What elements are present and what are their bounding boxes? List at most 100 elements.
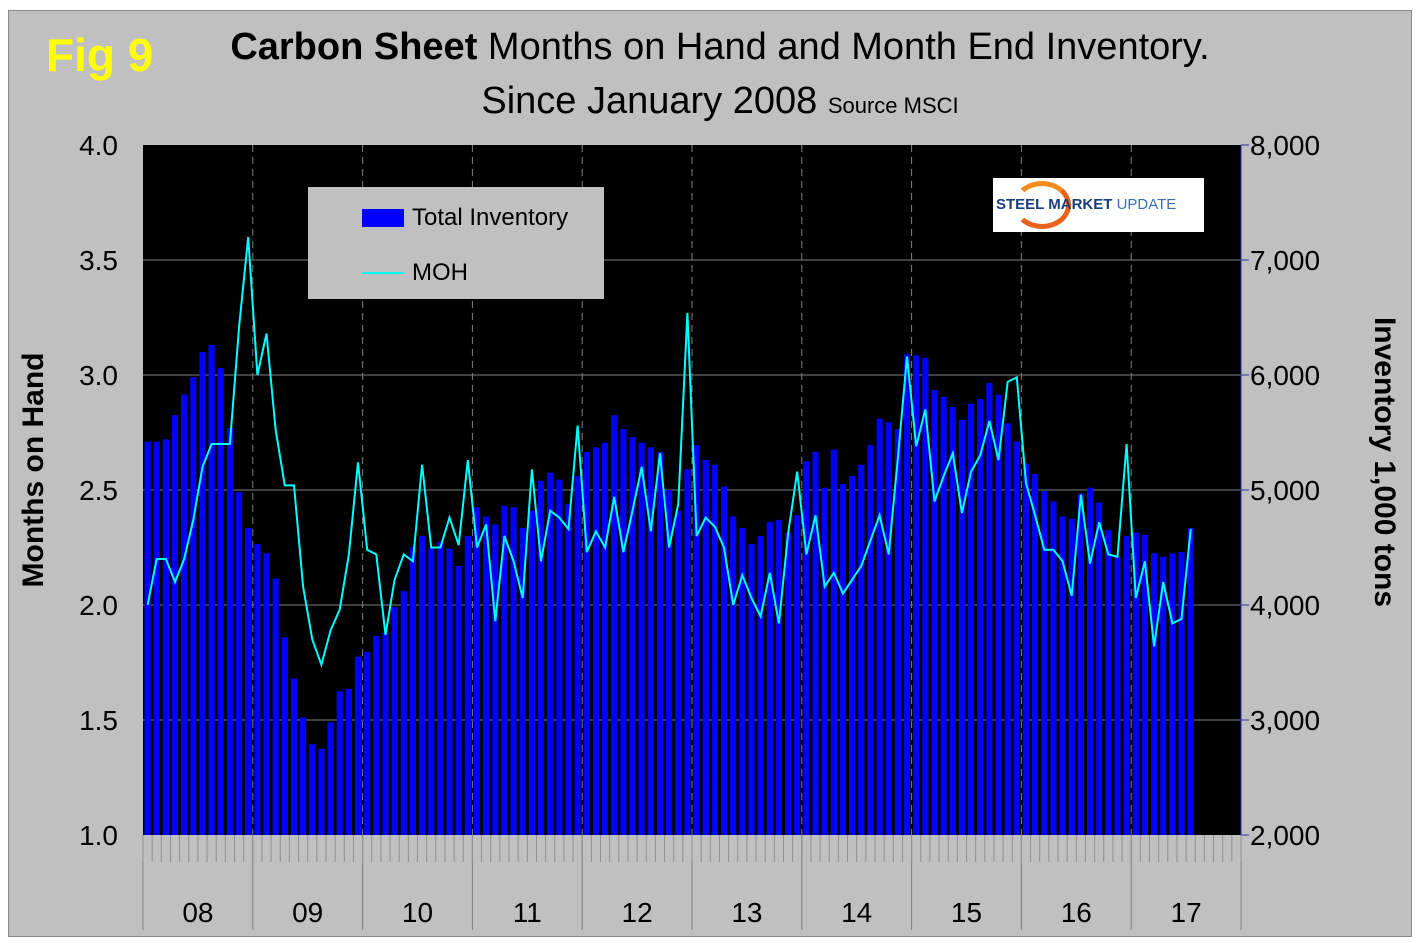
year-label: 12: [622, 897, 653, 928]
inventory-bar: [931, 389, 938, 835]
inventory-bar: [1013, 441, 1020, 835]
inventory-bar: [684, 469, 691, 835]
inventory-bar: [913, 355, 920, 835]
inventory-bar: [885, 422, 892, 835]
inventory-bar: [437, 541, 444, 835]
inventory-bar: [1041, 491, 1048, 835]
inventory-bar: [675, 510, 682, 835]
left-tick-label: 3.0: [79, 360, 118, 391]
inventory-bar: [483, 516, 490, 835]
inventory-bar: [977, 399, 984, 835]
inventory-bar: [217, 368, 224, 835]
legend-item-moh: MOH: [362, 259, 468, 287]
inventory-bar: [775, 519, 782, 835]
inventory-bar: [1141, 534, 1148, 835]
inventory-bar: [629, 437, 636, 835]
inventory-bar: [583, 452, 590, 835]
month-ticks: [142, 835, 1242, 862]
inventory-bar: [1077, 493, 1084, 835]
year-label: 10: [402, 897, 433, 928]
inventory-bar: [446, 548, 453, 835]
inventory-bar: [318, 748, 325, 835]
inventory-bar: [345, 688, 352, 835]
inventory-bar: [876, 418, 883, 835]
inventory-bar: [382, 632, 389, 835]
inventory-bar: [1004, 423, 1011, 835]
inventory-bar: [144, 441, 151, 835]
inventory-bar: [1151, 553, 1158, 835]
left-tick-label: 2.0: [79, 590, 118, 621]
right-axis-title: Inventory 1,000 tons: [1368, 317, 1401, 607]
inventory-bar: [419, 536, 426, 835]
inventory-bar: [821, 487, 828, 835]
inventory-bar: [528, 510, 535, 835]
inventory-bar: [730, 516, 737, 835]
year-label: 08: [182, 897, 213, 928]
inventory-bar: [373, 636, 380, 835]
inventory-bar: [1132, 532, 1139, 835]
logo-text-light: UPDATE: [1116, 196, 1177, 213]
inventory-bar: [153, 441, 160, 835]
source-note: Source MSCI: [827, 93, 959, 118]
inventory-bar: [638, 442, 645, 835]
inventory-bar: [492, 524, 499, 835]
right-tick-label: 8,000: [1250, 130, 1320, 161]
chart-subtitle: Since January 2008 Source MSCI: [0, 80, 1420, 123]
inventory-bar: [794, 515, 801, 835]
inventory-bar: [455, 565, 462, 835]
inventory-bar: [647, 447, 654, 835]
left-tick-label: 4.0: [79, 130, 118, 161]
inventory-bar: [1032, 473, 1039, 835]
inventory-bars: [144, 345, 1194, 835]
inventory-bar: [922, 357, 929, 835]
left-tick-label: 1.0: [79, 820, 118, 851]
inventory-bar: [236, 492, 243, 835]
inventory-bar: [501, 506, 508, 835]
inventory-bar: [272, 578, 279, 835]
inventory-bar: [739, 527, 746, 835]
inventory-bar: [565, 503, 572, 835]
inventory-bar: [620, 429, 627, 835]
inventory-bar: [537, 480, 545, 835]
year-label: 13: [731, 897, 762, 928]
inventory-bar: [903, 354, 911, 835]
inventory-bar: [556, 479, 563, 835]
legend-item-inventory: Total Inventory: [362, 204, 568, 232]
inventory-bar: [986, 383, 993, 835]
inventory-bar: [519, 527, 526, 835]
inventory-bar: [894, 429, 901, 835]
inventory-bar: [592, 447, 599, 835]
inventory-bar: [309, 744, 316, 835]
inventory-bar: [867, 445, 874, 835]
logo-text-bold: STEEL MARKET: [996, 196, 1117, 213]
inventory-bar: [995, 394, 1002, 835]
inventory-bar: [1022, 463, 1030, 835]
inventory-bar: [785, 532, 792, 835]
left-axis-title: Months on Hand: [17, 353, 50, 588]
inventory-bar: [1160, 556, 1167, 835]
inventory-bar: [1050, 501, 1057, 835]
inventory-bar: [849, 476, 856, 835]
inventory-bar: [702, 460, 709, 835]
inventory-bar: [1178, 552, 1185, 835]
inventory-bar: [574, 476, 581, 835]
inventory-bar: [281, 637, 288, 835]
inventory-bar: [968, 403, 975, 835]
inventory-bar: [1105, 530, 1112, 835]
inventory-bar: [300, 717, 307, 835]
inventory-bar: [254, 544, 261, 835]
inventory-bar: [1096, 502, 1103, 835]
year-label: 17: [1171, 897, 1202, 928]
inventory-bar: [199, 352, 206, 835]
inventory-bar: [547, 472, 554, 835]
inventory-bar: [226, 427, 233, 835]
inventory-bar: [1169, 553, 1176, 835]
inventory-bar: [858, 464, 865, 835]
left-axis-ticks: 1.0 1.5 2.0 2.5 3.0 3.5 4.0: [79, 130, 118, 851]
figure-label: Fig 9: [46, 29, 154, 81]
year-label: 11: [513, 897, 542, 928]
inventory-bar: [803, 461, 810, 835]
legend: Total Inventory MOH: [308, 187, 604, 299]
steel-market-update-logo: STEEL MARKET UPDATE: [993, 178, 1204, 232]
